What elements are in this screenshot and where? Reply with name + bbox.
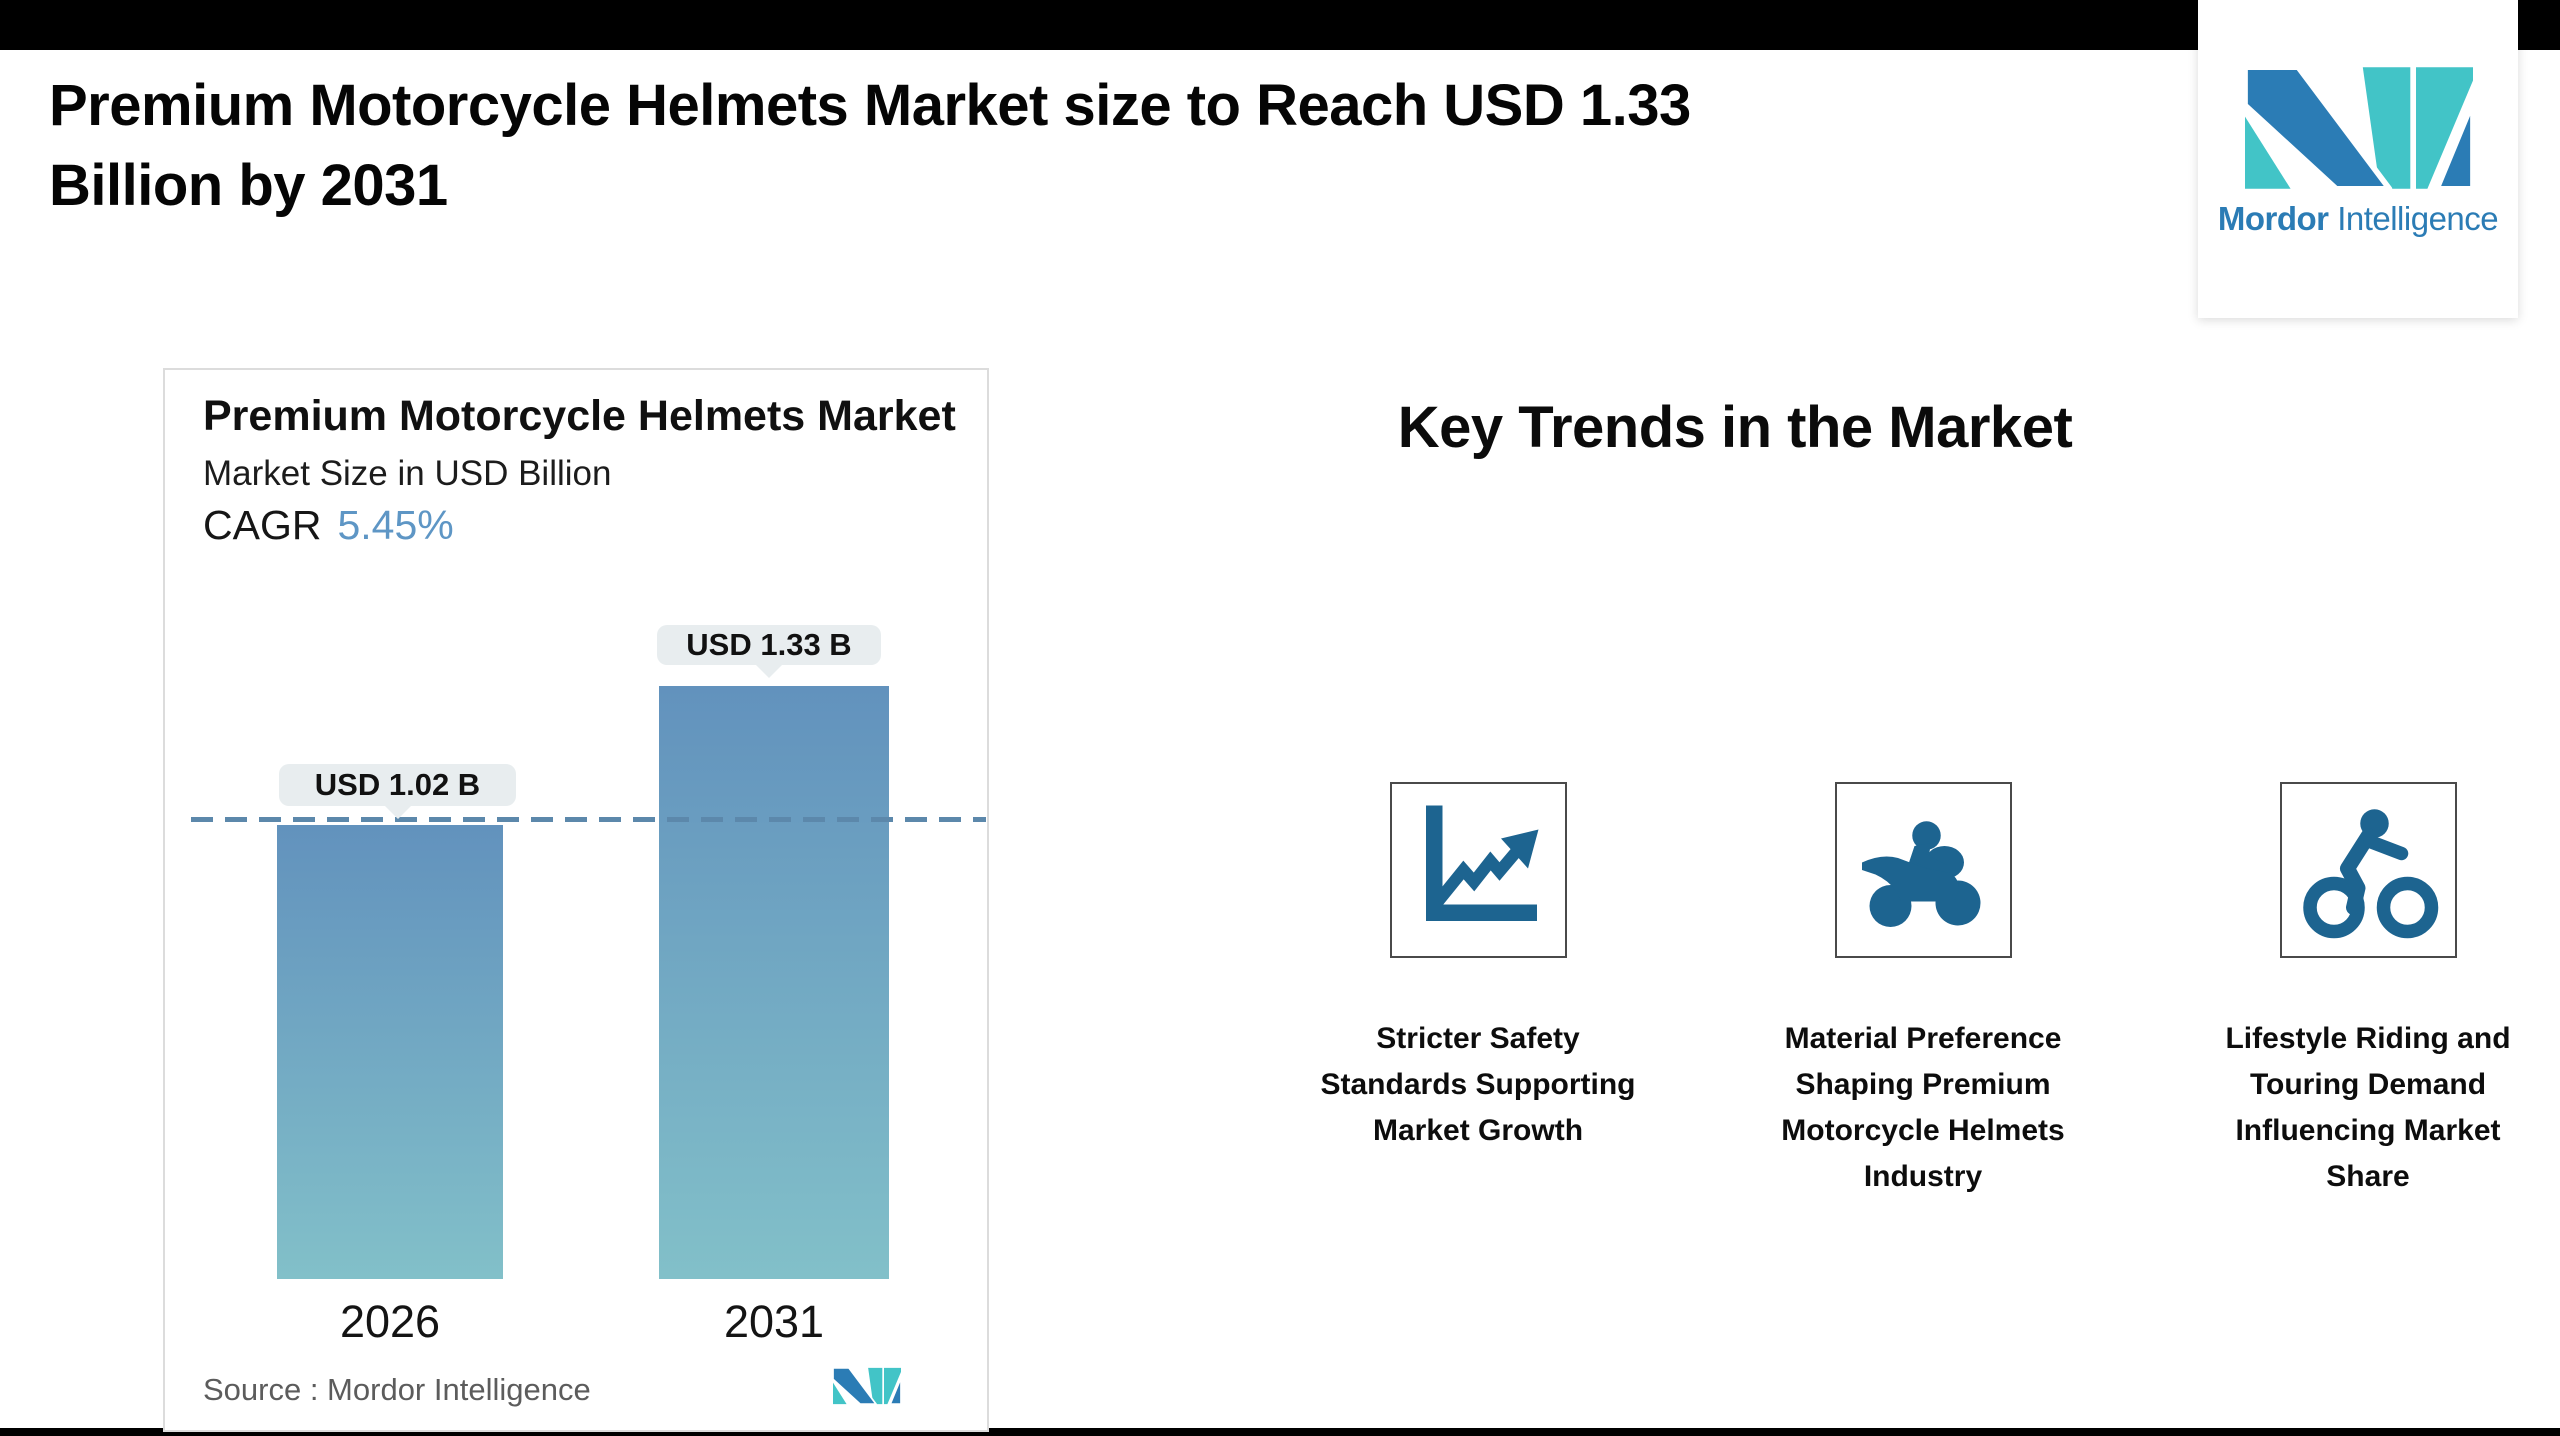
caption-line: Stricter Safety xyxy=(1376,1022,1580,1055)
cagr-value: 5.45% xyxy=(337,502,454,548)
page-title-line-1: Premium Motorcycle Helmets Market size t… xyxy=(49,73,1691,138)
brand-logo-card: Mordor Intelligence xyxy=(2198,0,2518,318)
caption-line: Motorcycle Helmets xyxy=(1781,1114,2065,1147)
value-label-2026: USD 1.02 B xyxy=(279,764,516,806)
top-edge-bar xyxy=(0,0,2560,50)
cyclist-icon xyxy=(2303,809,2439,939)
caption-line: Lifestyle Riding and xyxy=(2225,1022,2511,1055)
chart-subtitle: Market Size in USD Billion xyxy=(203,454,612,493)
chart-title: Premium Motorcycle Helmets Market xyxy=(203,392,956,440)
cagr-label: CAGR xyxy=(203,502,322,548)
brand-name-regular: Intelligence xyxy=(2337,200,2499,237)
bar-2026 xyxy=(277,825,503,1279)
caption-line: Share xyxy=(2326,1160,2410,1193)
axis-label-2026: 2026 xyxy=(339,1296,441,1347)
bar-2031 xyxy=(659,686,889,1279)
mordor-logo-icon xyxy=(2245,64,2473,192)
caption-line: Shaping Premium xyxy=(1795,1068,2051,1101)
page-title: Premium Motorcycle Helmets Market size t… xyxy=(49,66,2039,226)
caption-line: Industry xyxy=(1863,1160,1983,1193)
trend-card-safety xyxy=(1390,782,1567,958)
caption-line: Market Growth xyxy=(1372,1114,1584,1147)
key-trends-heading: Key Trends in the Market xyxy=(1397,395,2073,460)
reference-dashed-line xyxy=(191,817,986,822)
motorcycle-icon xyxy=(1862,821,1981,927)
line-chart-icon xyxy=(1426,805,1539,921)
brand-name: Mordor Intelligence xyxy=(2198,200,2518,238)
source-attribution: Source : Mordor Intelligence xyxy=(203,1372,591,1407)
trend-card-material xyxy=(1835,782,2012,958)
market-chart-card: Premium Motorcycle Helmets Market Market… xyxy=(163,368,989,1432)
trend-caption-material: Material Preference Shaping Premium Moto… xyxy=(1733,1016,2113,1200)
value-label-2031: USD 1.33 B xyxy=(657,625,881,665)
trend-caption-safety: Stricter Safety Standards Supporting Mar… xyxy=(1288,1016,1668,1154)
caption-line: Standards Supporting xyxy=(1320,1068,1636,1101)
caption-line: Material Preference xyxy=(1784,1022,2062,1055)
trend-caption-lifestyle: Lifestyle Riding and Touring Demand Infl… xyxy=(2178,1016,2558,1200)
mordor-logo-icon-small xyxy=(833,1367,901,1405)
page-title-line-2: Billion by 2031 xyxy=(49,153,448,218)
caption-line: Touring Demand xyxy=(2249,1068,2487,1101)
cagr-row: CAGR 5.45% xyxy=(203,502,454,549)
brand-name-bold: Mordor xyxy=(2217,200,2329,237)
bottom-edge-bar xyxy=(0,1428,2560,1436)
trend-card-lifestyle xyxy=(2280,782,2457,958)
axis-label-2031: 2031 xyxy=(723,1296,825,1347)
caption-line: Influencing Market xyxy=(2235,1114,2501,1147)
